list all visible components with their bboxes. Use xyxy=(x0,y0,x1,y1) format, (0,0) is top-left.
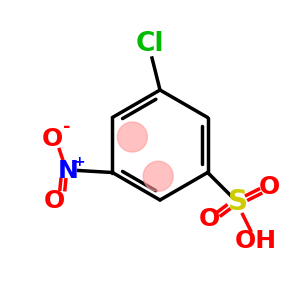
Text: O: O xyxy=(44,188,65,212)
Circle shape xyxy=(143,161,173,191)
Text: S: S xyxy=(228,188,247,217)
Text: O: O xyxy=(259,175,280,199)
Circle shape xyxy=(117,122,147,152)
Text: Cl: Cl xyxy=(136,31,164,57)
Text: OH: OH xyxy=(235,229,277,253)
Text: +: + xyxy=(74,154,85,169)
Text: O: O xyxy=(42,127,63,151)
Text: O: O xyxy=(199,206,220,230)
Text: -: - xyxy=(63,118,70,136)
Text: N: N xyxy=(58,158,79,182)
